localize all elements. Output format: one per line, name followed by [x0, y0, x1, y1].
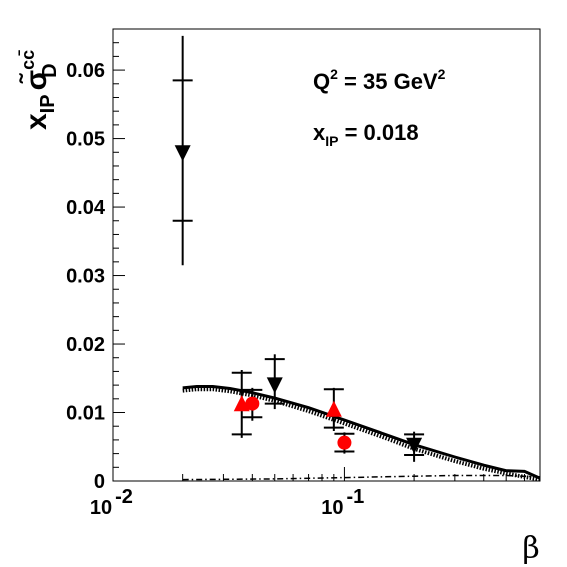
y-axis-label: xIP σ̃cc̄D — [18, 50, 61, 130]
x-tick-exponent: -1 — [347, 486, 365, 508]
xip-sub: IP — [325, 133, 338, 149]
y-tick-label: 0 — [94, 471, 105, 493]
y-label-base-sub: IP — [37, 94, 59, 113]
y-tick-label: 0.06 — [66, 60, 105, 82]
marker-circle — [245, 396, 260, 411]
x-tick-label: 10 — [321, 497, 343, 519]
y-label-sigma: σ̃ — [19, 70, 53, 91]
data-point-circle — [334, 432, 355, 454]
data-point-triangle-down — [404, 431, 425, 462]
curve-dash-dot — [182, 474, 541, 481]
q2-tail-sup: 2 — [438, 66, 446, 82]
x-axis-label: β — [522, 531, 539, 566]
marker-triangle-down — [266, 377, 283, 394]
data-point-triangle-down — [264, 354, 285, 410]
data-points — [172, 35, 425, 462]
data-point-circle — [242, 387, 263, 421]
model-curves — [182, 385, 541, 482]
y-tick-label: 0.05 — [66, 129, 105, 151]
q2-mid: = 35 GeV — [338, 69, 438, 94]
marker-triangle-down — [174, 145, 191, 162]
q2-annotation: Q2 = 35 GeV2 — [313, 66, 446, 94]
y-label-sigma-sup: cc̄ — [18, 50, 38, 70]
q2-lead: Q — [313, 69, 330, 94]
xip-tail: = 0.018 — [338, 120, 418, 145]
y-tick-label: 0.01 — [66, 403, 105, 425]
y-label-base: x — [20, 113, 53, 130]
plot-frame — [112, 28, 541, 482]
xip-lead: x — [313, 120, 326, 145]
data-point-triangle-up — [231, 370, 252, 438]
data-point-triangle-down — [172, 35, 193, 266]
curve-solid — [182, 385, 541, 480]
curve-dotted-band — [182, 387, 541, 482]
marker-triangle-up — [325, 400, 342, 417]
xip-annotation: xIP = 0.018 — [313, 120, 419, 149]
y-label-sigma-sub: D — [39, 63, 61, 77]
marker-circle — [337, 435, 352, 450]
y-tick-label: 0.03 — [66, 266, 105, 288]
axis-ticks — [112, 42, 541, 482]
x-tick-label: 10 — [90, 497, 112, 519]
x-tick-exponent: -2 — [115, 486, 133, 508]
y-tick-label: 0.02 — [66, 334, 105, 356]
q2-sup: 2 — [330, 66, 338, 82]
data-point-triangle-up — [323, 387, 344, 432]
marker-triangle-down — [406, 437, 423, 454]
marker-triangle-up — [233, 395, 250, 412]
y-tick-label: 0.04 — [66, 197, 106, 219]
